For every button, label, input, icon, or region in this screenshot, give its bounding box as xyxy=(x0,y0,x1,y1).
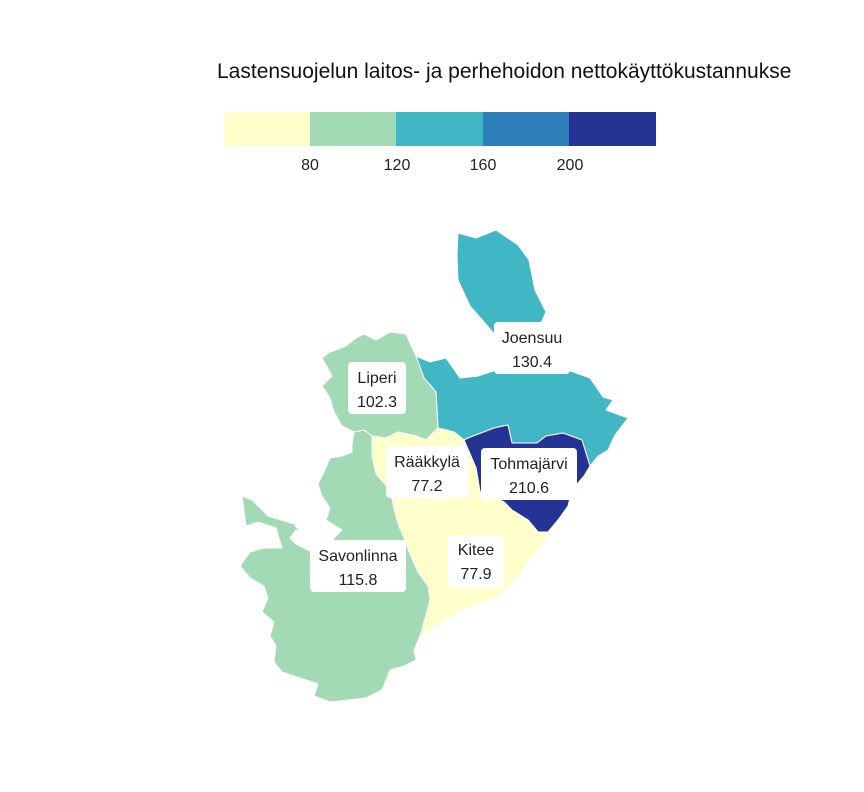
label-savonlinna: Savonlinna 115.8 xyxy=(310,540,406,592)
legend-bin-1 xyxy=(224,112,311,146)
label-value: 77.9 xyxy=(460,566,491,583)
legend-bin-3 xyxy=(396,112,484,146)
legend-tick-80: 80 xyxy=(301,157,319,174)
map-title: Lastensuojelun laitos- ja perhehoidon ne… xyxy=(217,60,791,83)
legend-bin-4 xyxy=(483,112,570,146)
label-name: Kitee xyxy=(458,542,495,559)
legend-tick-120: 120 xyxy=(384,157,411,174)
label-name: Joensuu xyxy=(502,330,563,347)
color-legend: 80 120 160 200 xyxy=(224,112,656,174)
legend-bin-5 xyxy=(569,112,656,146)
label-kitee: Kitee 77.9 xyxy=(448,536,504,588)
label-raakkyla: Rääkkylä 77.2 xyxy=(386,446,468,498)
legend-bin-2 xyxy=(310,112,397,146)
label-liperi: Liperi 102.3 xyxy=(348,362,406,414)
label-box xyxy=(448,536,504,588)
label-value: 210.6 xyxy=(509,480,549,497)
label-box xyxy=(494,322,570,374)
label-box xyxy=(481,448,577,500)
label-name: Tohmajärvi xyxy=(490,456,567,473)
label-joensuu: Joensuu 130.4 xyxy=(494,322,570,374)
label-value: 130.4 xyxy=(512,354,552,371)
region-labels: Joensuu 130.4 Liperi 102.3 Rääkkylä 77.2… xyxy=(310,322,577,592)
label-box xyxy=(310,540,406,592)
label-tohmajarvi: Tohmajärvi 210.6 xyxy=(481,448,577,500)
legend-tick-200: 200 xyxy=(557,157,584,174)
label-name: Liperi xyxy=(357,370,396,387)
legend-tick-160: 160 xyxy=(470,157,497,174)
label-value: 77.2 xyxy=(411,478,442,495)
label-value: 115.8 xyxy=(339,572,378,589)
label-value: 102.3 xyxy=(357,394,397,411)
label-name: Rääkkylä xyxy=(394,454,460,471)
label-name: Savonlinna xyxy=(318,548,397,565)
label-box xyxy=(348,362,406,414)
label-box xyxy=(386,446,468,498)
